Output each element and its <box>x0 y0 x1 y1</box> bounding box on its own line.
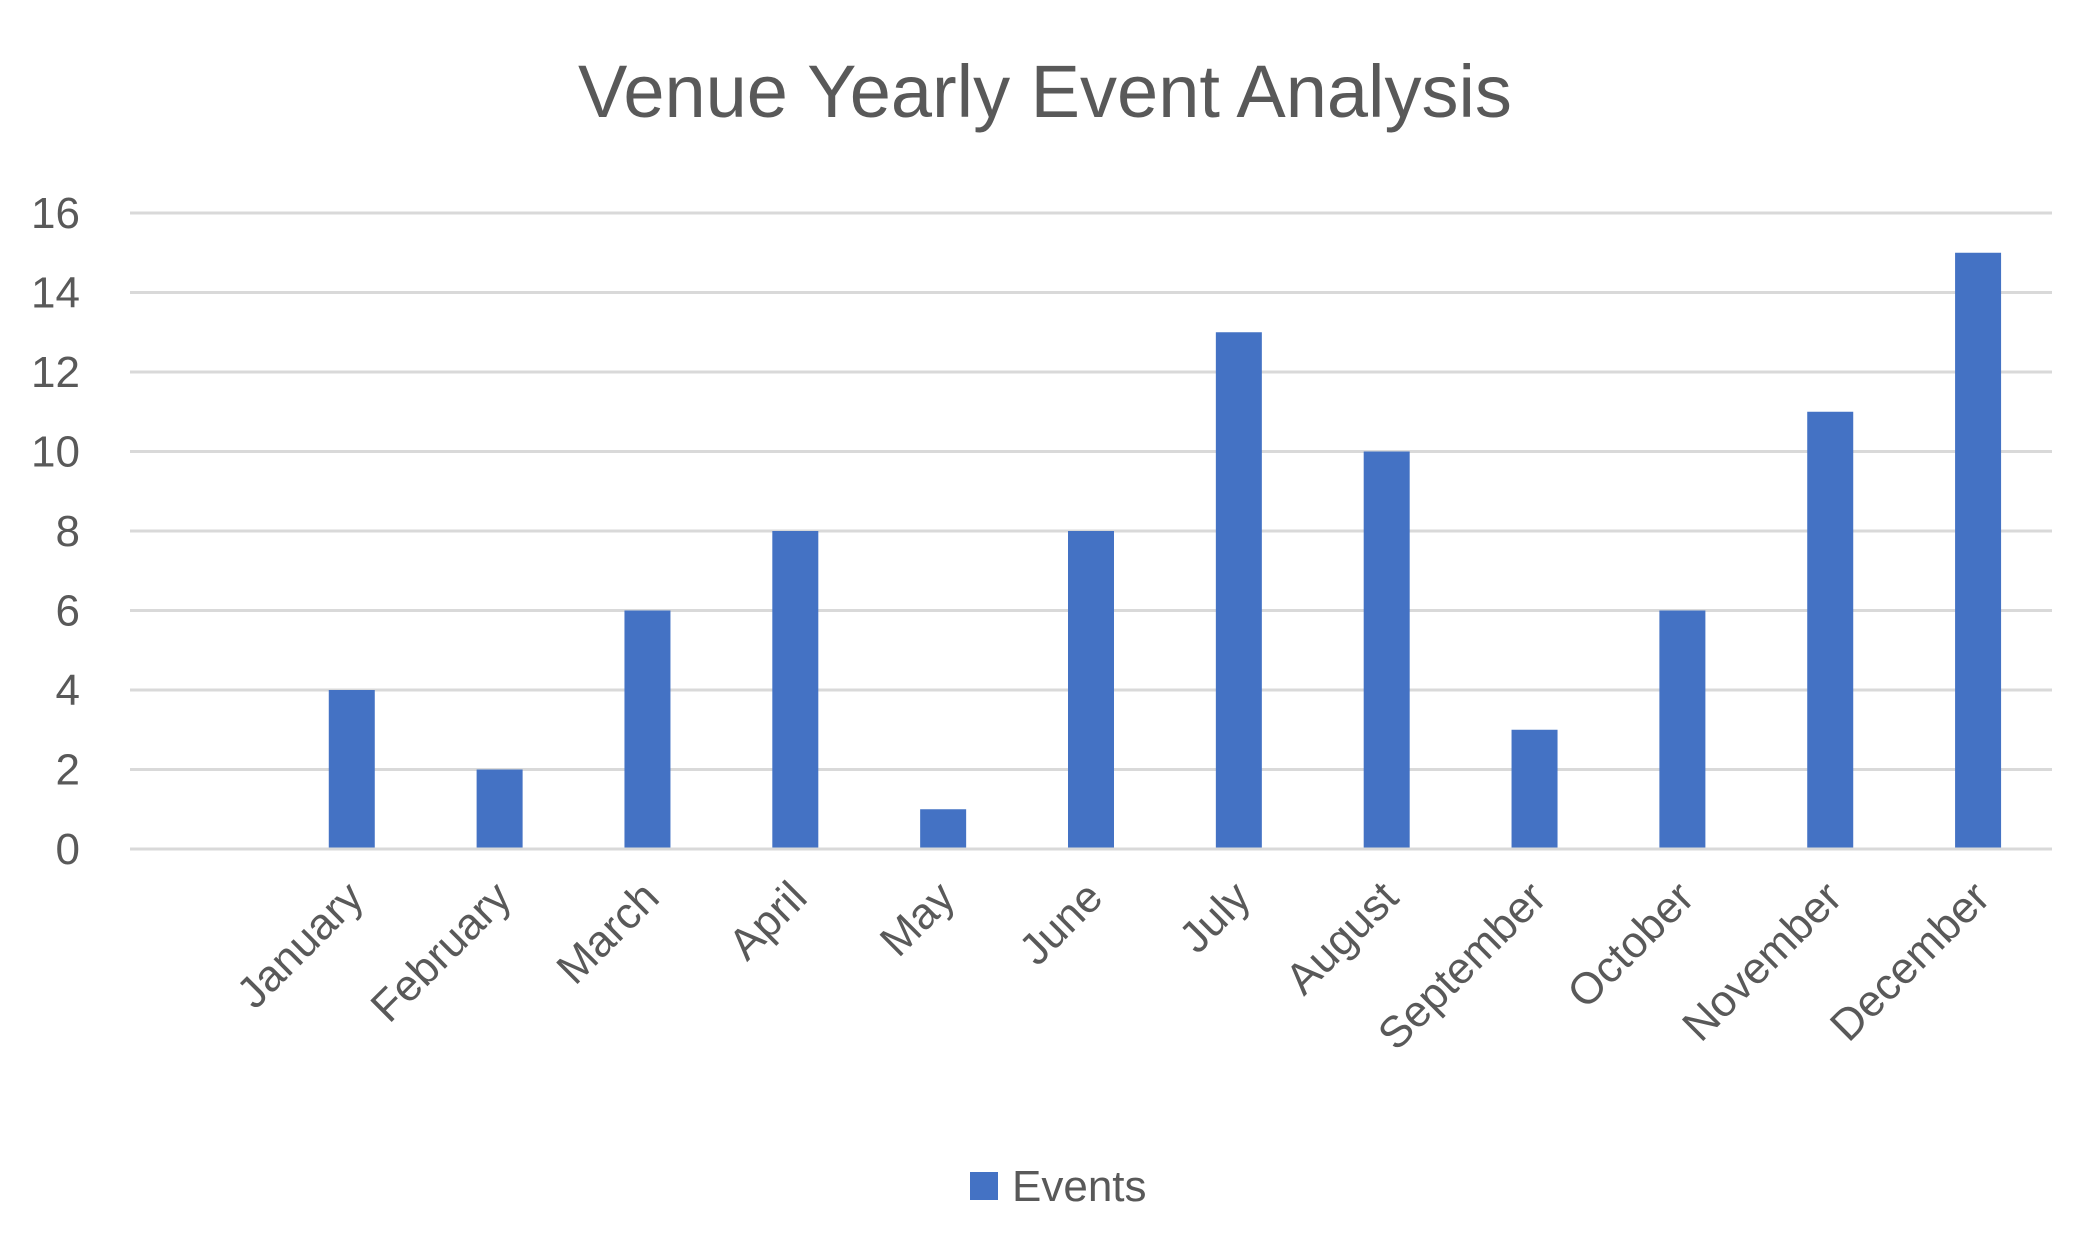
y-tick-label: 14 <box>31 269 80 318</box>
legend[interactable]: Events <box>970 1162 1147 1211</box>
bar-june[interactable] <box>1068 531 1114 849</box>
x-tick-label: August <box>1276 872 1408 1004</box>
chart-title: Venue Yearly Event Analysis <box>578 50 1512 133</box>
bar-december[interactable] <box>1955 252 2002 849</box>
y-tick-label: 4 <box>56 666 80 715</box>
y-tick-label: 2 <box>56 746 80 795</box>
x-tick-label: November <box>1673 872 1851 1050</box>
y-axis-ticks: 0 2 4 6 8 10 12 14 16 <box>31 189 80 874</box>
legend-label-events: Events <box>1012 1162 1147 1211</box>
x-tick-label: March <box>547 872 668 993</box>
bar-october[interactable] <box>1659 610 1706 850</box>
x-tick-label: July <box>1170 872 1260 962</box>
bar-january[interactable] <box>328 690 375 849</box>
x-tick-label: April <box>719 872 816 969</box>
bars <box>328 252 2002 850</box>
bar-march[interactable] <box>624 610 671 850</box>
legend-swatch-events <box>970 1172 998 1200</box>
x-tick-label: October <box>1558 872 1703 1017</box>
bar-july[interactable] <box>1215 332 1262 849</box>
x-tick-label: May <box>871 872 964 965</box>
y-tick-label: 12 <box>31 348 80 397</box>
x-tick-label: February <box>362 872 521 1031</box>
x-tick-label: December <box>1821 872 1999 1050</box>
bar-april[interactable] <box>772 531 819 849</box>
y-tick-label: 10 <box>31 428 80 477</box>
bar-may[interactable] <box>920 809 967 849</box>
bar-august[interactable] <box>1363 451 1410 850</box>
bar-september[interactable] <box>1511 729 1558 849</box>
y-tick-label: 6 <box>56 587 80 636</box>
y-tick-label: 8 <box>56 507 80 556</box>
y-tick-label: 16 <box>31 189 80 238</box>
x-tick-label: June <box>1010 872 1112 974</box>
bar-february[interactable] <box>476 769 523 850</box>
y-tick-label: 0 <box>56 825 80 874</box>
x-tick-label: January <box>227 872 372 1017</box>
bar-november[interactable] <box>1807 411 1854 849</box>
